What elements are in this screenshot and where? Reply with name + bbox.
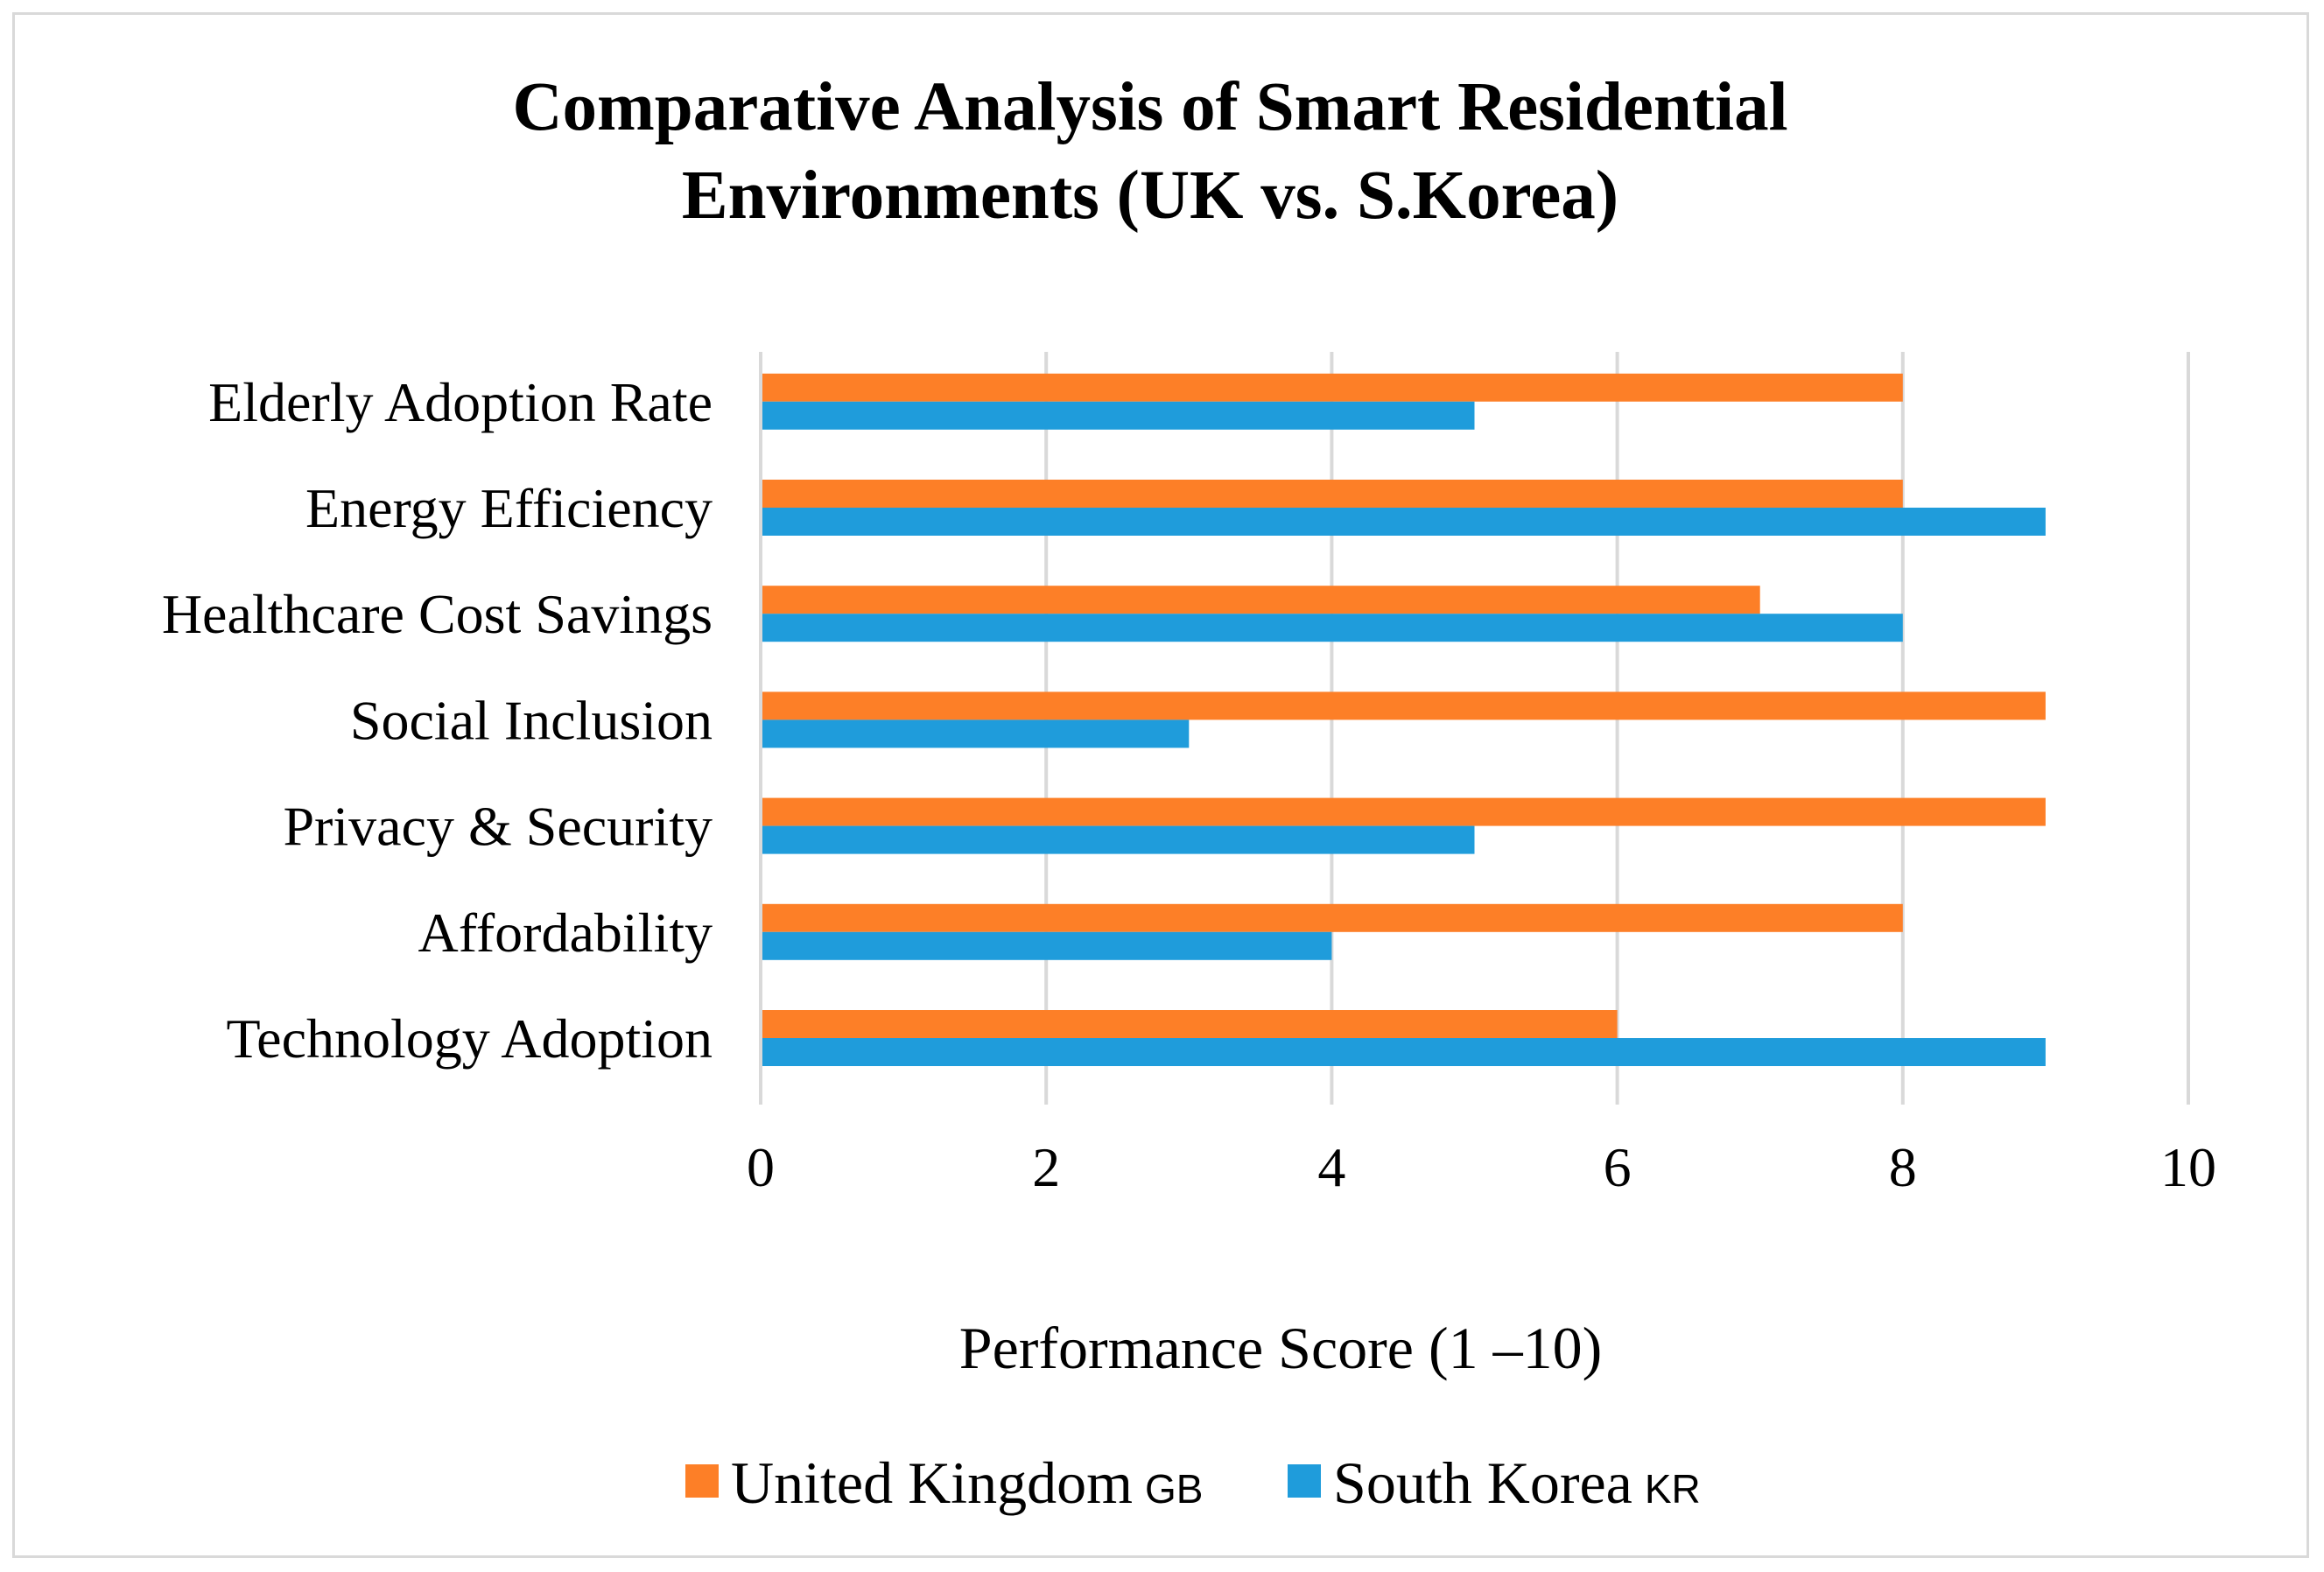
- bar-gb-elderly-adoption-rate[interactable]: [762, 373, 1903, 402]
- flag-code: KR: [1645, 1466, 1701, 1512]
- x-tick-label: 6: [1604, 1136, 1632, 1198]
- x-tick-label: 0: [747, 1136, 775, 1198]
- bar-kr-technology-adoption[interactable]: [762, 1038, 2046, 1066]
- chart-svg: Comparative Analysis of Smart Residentia…: [162, 69, 2216, 1516]
- bars: [762, 373, 2046, 1066]
- bar-gb-privacy-security[interactable]: [762, 797, 2046, 826]
- chart-title-line-1: Comparative Analysis of Smart Residentia…: [512, 69, 1787, 145]
- bar-kr-privacy-security[interactable]: [762, 825, 1475, 854]
- bar-kr-social-inclusion[interactable]: [762, 719, 1190, 748]
- legend-item-kr[interactable]: South Korea KR: [1288, 1449, 1701, 1516]
- legend-item-gb[interactable]: United Kingdom GB: [685, 1449, 1203, 1516]
- legend-label: United Kingdom GB: [731, 1449, 1203, 1516]
- chart-title: Comparative Analysis of Smart Residentia…: [512, 69, 1787, 234]
- x-axis-title: Performance Score (1 –10): [959, 1315, 1603, 1381]
- legend[interactable]: United Kingdom GB South Korea KR: [685, 1449, 1701, 1516]
- x-tick-label: 2: [1032, 1136, 1060, 1198]
- x-tick-label: 8: [1889, 1136, 1917, 1198]
- flag-code: GB: [1145, 1466, 1203, 1512]
- legend-swatch: [1288, 1464, 1321, 1498]
- y-category-label: Privacy & Security: [283, 796, 713, 858]
- legend-swatch: [685, 1464, 719, 1498]
- y-category-label: Healthcare Cost Savings: [162, 583, 713, 645]
- x-axis-tick-labels: 0 2 4 6 8 10: [747, 1136, 2216, 1198]
- bar-gb-healthcare-cost-savings[interactable]: [762, 586, 1760, 614]
- y-category-label: Elderly Adoption Rate: [208, 371, 713, 433]
- bar-gb-energy-efficiency[interactable]: [762, 480, 1903, 508]
- bar-kr-energy-efficiency[interactable]: [762, 508, 2046, 536]
- gridlines: [759, 352, 2190, 1105]
- bar-gb-affordability[interactable]: [762, 903, 1903, 932]
- legend-label: South Korea KR: [1333, 1449, 1701, 1516]
- bar-kr-healthcare-cost-savings[interactable]: [762, 614, 1903, 642]
- bar-kr-affordability[interactable]: [762, 931, 1332, 960]
- chart-title-line-2: Environments (UK vs. S.Korea): [682, 158, 1618, 234]
- y-category-label: Technology Adoption: [227, 1007, 713, 1070]
- x-tick-label: 10: [2160, 1136, 2216, 1198]
- x-tick-label: 4: [1317, 1136, 1345, 1198]
- bar-gb-social-inclusion[interactable]: [762, 691, 2046, 720]
- y-category-label: Energy Efficiency: [305, 477, 713, 539]
- y-category-label: Affordability: [418, 902, 713, 964]
- bar-gb-technology-adoption[interactable]: [762, 1010, 1618, 1038]
- y-category-label: Social Inclusion: [350, 689, 713, 751]
- y-axis-labels: Technology Adoption Affordability Privacy …: [162, 371, 713, 1070]
- bar-kr-elderly-adoption-rate[interactable]: [762, 401, 1475, 430]
- chart-frame: Comparative Analysis of Smart Residentia…: [12, 12, 2309, 1558]
